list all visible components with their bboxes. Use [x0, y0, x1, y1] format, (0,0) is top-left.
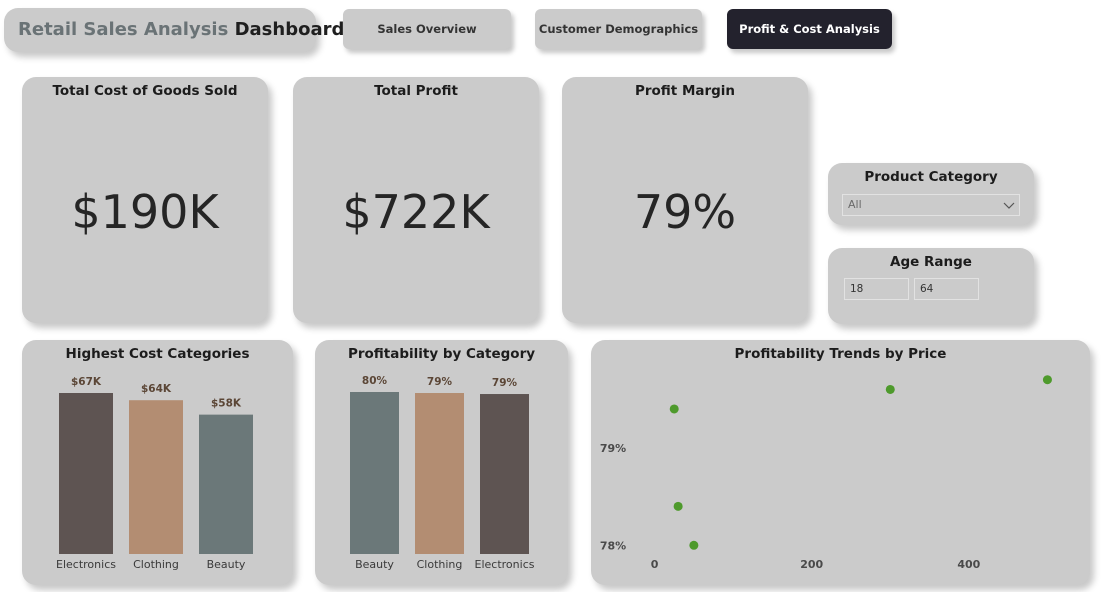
dashboard-title-card: Retail Sales Analysis Dashboard [4, 8, 344, 52]
kpi-title: Total Cost of Goods Sold [52, 83, 238, 99]
chevron-down-icon [1003, 202, 1015, 209]
kpi-value: $190K [71, 185, 219, 239]
category-tick-label: Beauty [207, 558, 246, 571]
bar-clothing[interactable] [415, 393, 464, 554]
scatter-point[interactable] [1042, 375, 1052, 385]
bar-electronics[interactable] [59, 393, 113, 554]
bar-clothing[interactable] [129, 400, 183, 554]
scatter-point[interactable] [669, 404, 679, 414]
scatter-point[interactable] [673, 501, 683, 511]
dashboard-title: Retail Sales Analysis Dashboard [18, 19, 344, 40]
x-tick-label: 400 [957, 558, 980, 571]
kpi-card-total-profit: Total Profit $722K [293, 77, 539, 323]
profitability-by-category-chart: Profitability by Category 80% Beauty 79% Cl… [315, 340, 568, 585]
bar-data-label: $67K [71, 376, 102, 388]
chart-title: Profitability by Category [347, 346, 536, 362]
bar-data-label: $58K [211, 398, 242, 410]
dashboard-title-part2: Dashboard [234, 19, 345, 40]
category-tick-label: Electronics [475, 558, 535, 571]
bar-data-label: 80% [362, 375, 388, 387]
age-range-slicer: Age Range 18 64 [828, 248, 1034, 324]
bar-chart-svg: $67K Electronics $64K Clothing $58K Beauty [56, 376, 253, 571]
dashboard-title-part1: Retail Sales Analysis [18, 19, 229, 40]
bar-electronics[interactable] [480, 394, 529, 554]
age-max-input[interactable]: 64 [914, 278, 979, 300]
chart-title: Highest Cost Categories [65, 346, 250, 362]
bar-chart-svg: 80% Beauty 79% Clothing 79% Electronics [350, 375, 535, 571]
scatter-point[interactable] [885, 384, 895, 394]
scatter-point[interactable] [689, 540, 699, 550]
product-category-slicer: Product Category All [828, 163, 1034, 225]
nav-sales-overview-button[interactable]: Sales Overview [343, 9, 511, 49]
category-tick-label: Electronics [56, 558, 116, 571]
slicer-title: Product Category [864, 169, 998, 185]
bar-data-label: $64K [141, 383, 172, 395]
bar-beauty[interactable] [350, 392, 399, 554]
nav-customer-demographics-button[interactable]: Customer Demographics [535, 9, 702, 49]
kpi-value: $722K [342, 185, 490, 239]
kpi-title: Total Profit [374, 83, 458, 99]
y-tick-label: 79% [600, 442, 626, 455]
bar-data-label: 79% [492, 377, 518, 389]
x-tick-label: 0 [651, 558, 659, 571]
slicer-title: Age Range [890, 254, 972, 270]
profitability-trends-by-price-chart: Profitability Trends by Price 0 200 400 78%… [591, 340, 1090, 585]
category-tick-label: Clothing [417, 558, 463, 571]
kpi-card-profit-margin: Profit Margin 79% [562, 77, 808, 323]
kpi-value: 79% [633, 185, 737, 239]
product-category-dropdown[interactable]: All [842, 194, 1020, 216]
kpi-title: Profit Margin [634, 83, 736, 99]
x-tick-label: 200 [800, 558, 823, 571]
bar-data-label: 79% [427, 376, 453, 388]
scatter-chart-svg: 0 200 400 78% 79% [600, 375, 1052, 571]
dropdown-value: All [848, 198, 862, 211]
highest-cost-categories-chart: Highest Cost Categories $67K Electronics $… [22, 340, 293, 585]
bar-beauty[interactable] [199, 414, 253, 554]
kpi-card-total-cogs: Total Cost of Goods Sold $190K [22, 77, 268, 323]
nav-profit-cost-analysis-button[interactable]: Profit & Cost Analysis [727, 9, 892, 49]
y-tick-label: 78% [600, 539, 626, 552]
category-tick-label: Beauty [355, 558, 394, 571]
category-tick-label: Clothing [133, 558, 179, 571]
chart-title: Profitability Trends by Price [734, 346, 947, 362]
age-min-input[interactable]: 18 [844, 278, 909, 300]
